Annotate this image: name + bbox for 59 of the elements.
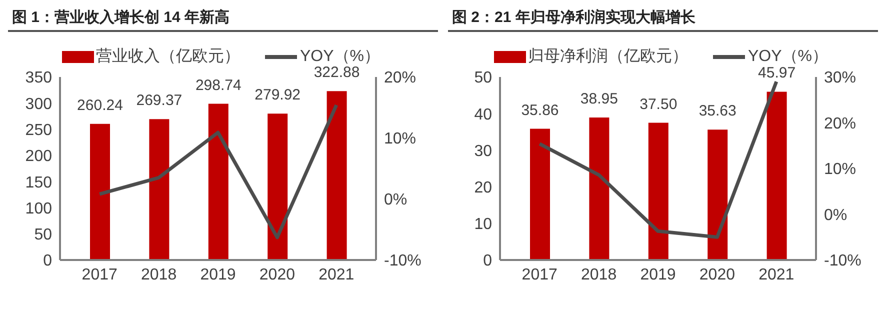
y2-tick-label: -10% [824, 252, 862, 270]
y-tick-label: 350 [25, 70, 52, 87]
x-tick-label: 2018 [581, 266, 617, 284]
bar [708, 130, 728, 260]
y2-tick-label: 10% [384, 130, 416, 148]
bar [766, 92, 787, 260]
y2-tick-label: 10% [824, 161, 856, 178]
data-label: 260.24 [77, 96, 123, 114]
y-tick-label: 50 [474, 70, 492, 87]
bar [208, 104, 228, 260]
bar [149, 119, 170, 260]
y-tick-label: 150 [25, 174, 52, 192]
legend-label: YOY（%） [748, 47, 828, 67]
bar [326, 91, 347, 260]
bar [268, 114, 288, 260]
x-tick-label: 2019 [200, 266, 236, 284]
chart-title: 图 2：21 年归母净利润实现大幅增长 [448, 8, 878, 32]
x-tick-label: 2018 [141, 266, 177, 284]
data-label: 279.92 [254, 86, 301, 104]
y-tick-label: 0 [483, 252, 492, 270]
y2-tick-label: -10% [384, 252, 422, 270]
data-label: 38.95 [580, 90, 618, 108]
chart-title: 图 1：营业收入增长创 14 年新高 [8, 8, 438, 32]
y-tick-label: 200 [25, 148, 52, 166]
x-tick-label: 2017 [82, 266, 118, 284]
y2-tick-label: 20% [824, 115, 856, 132]
data-label: 269.37 [136, 92, 182, 110]
bar [648, 122, 668, 260]
bar [90, 124, 110, 260]
bar [530, 128, 550, 260]
y2-tick-label: 0% [824, 206, 848, 224]
x-tick-label: 2020 [699, 266, 736, 284]
y-tick-label: 50 [34, 226, 52, 244]
y-tick-label: 250 [25, 122, 52, 139]
data-label: 35.86 [521, 102, 559, 119]
y-tick-label: 40 [474, 106, 492, 124]
data-label: 45.97 [758, 64, 796, 82]
legend-label: YOY（%） [300, 47, 380, 66]
y-tick-label: 30 [474, 142, 492, 160]
y2-tick-label: 0% [384, 192, 408, 209]
legend-label: 归母净利润（亿欧元） [528, 46, 688, 67]
data-label: 298.74 [195, 76, 242, 94]
data-label: 37.50 [640, 96, 678, 113]
y-tick-label: 20 [474, 179, 492, 196]
y-tick-label: 0 [43, 252, 52, 270]
x-tick-label: 2020 [259, 266, 296, 284]
y-tick-label: 100 [25, 200, 52, 218]
y2-tick-label: 20% [384, 70, 416, 87]
y-tick-label: 10 [474, 216, 492, 234]
data-label: 35.63 [698, 102, 736, 120]
legend-label: 营业收入（亿欧元） [96, 46, 240, 67]
data-label: 322.88 [314, 64, 360, 82]
y-tick-label: 300 [25, 96, 52, 113]
y2-tick-label: 30% [824, 70, 856, 87]
bar [589, 117, 610, 260]
x-tick-label: 2019 [640, 266, 676, 284]
x-tick-label: 2017 [522, 266, 558, 284]
x-tick-label: 2021 [758, 266, 794, 284]
x-tick-label: 2021 [318, 266, 354, 284]
